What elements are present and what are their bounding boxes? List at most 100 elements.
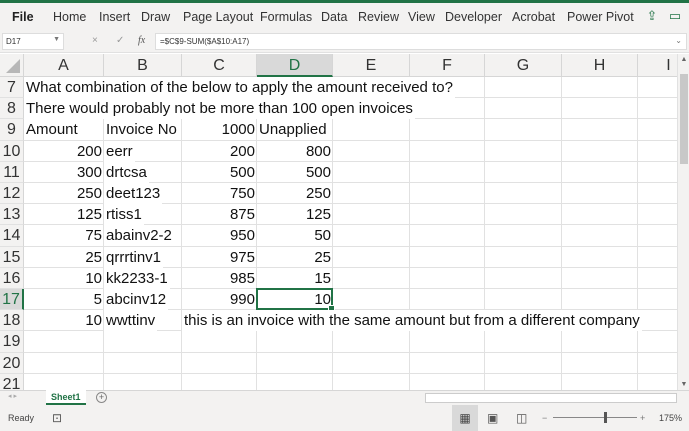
scroll-down-icon[interactable]: ▼: [680, 381, 688, 388]
cell-A11[interactable]: 300: [76, 163, 102, 181]
cell-B12[interactable]: deet123: [104, 183, 163, 204]
cell-B18[interactable]: wwttinv: [104, 310, 158, 332]
share-icon[interactable]: ⇪: [646, 8, 658, 23]
page-break-view-icon[interactable]: ◫: [516, 411, 528, 425]
column-header-F[interactable]: F: [410, 54, 485, 77]
row-header-12[interactable]: 12: [0, 183, 24, 205]
cell-A18[interactable]: 10: [85, 312, 102, 330]
cell-D9[interactable]: Unapplied: [257, 119, 329, 141]
cell-A8[interactable]: There would probably not be more than 10…: [24, 98, 415, 120]
cell-D15[interactable]: 25: [314, 248, 331, 266]
cell-C12[interactable]: 750: [229, 185, 255, 202]
cell-D11[interactable]: 500: [305, 163, 331, 181]
cell-A9[interactable]: Amount: [24, 119, 80, 141]
ribbon-tab-formulas[interactable]: Formulas: [260, 10, 313, 24]
ribbon-tab-page-layout[interactable]: Page Layout: [183, 10, 254, 24]
page-layout-view-icon[interactable]: ▣: [487, 411, 499, 425]
cell-D13[interactable]: 125: [305, 206, 331, 224]
horizontal-scrollbar[interactable]: [425, 393, 677, 403]
chevron-down-icon[interactable]: ▼: [53, 36, 60, 43]
cell-B11[interactable]: drtcsa: [104, 161, 149, 183]
vertical-scroll-thumb[interactable]: [680, 74, 688, 164]
cell-D12[interactable]: 250: [305, 185, 331, 202]
ribbon-tab-developer[interactable]: Developer: [445, 10, 502, 24]
formula-input[interactable]: =$C$9-SUM($A$10:A17) ⌄: [155, 33, 687, 50]
row-header-20[interactable]: 20: [0, 352, 24, 374]
cell-B13[interactable]: rtiss1: [104, 204, 144, 226]
ribbon-tab-acrobat[interactable]: Acrobat: [512, 10, 556, 24]
cell-C14[interactable]: 950: [229, 227, 255, 245]
cell-C18[interactable]: this is an invoice with the same amount …: [182, 310, 642, 332]
row-header-18[interactable]: 18: [0, 310, 24, 332]
cell-A12[interactable]: 250: [76, 185, 102, 202]
cell-A7[interactable]: What combination of the below to apply t…: [24, 77, 455, 98]
zoom-slider[interactable]: [553, 417, 637, 418]
cell-A15[interactable]: 25: [85, 248, 102, 266]
cell-B17[interactable]: abcinv12: [104, 289, 169, 310]
cell-B16[interactable]: kk2233-1: [104, 267, 170, 289]
column-header-I[interactable]: I: [638, 54, 677, 77]
cell-C17[interactable]: 990: [229, 291, 255, 308]
sheet-tab-sheet1[interactable]: Sheet1: [46, 390, 86, 405]
ribbon-tab-review[interactable]: Review: [358, 10, 399, 24]
row-header-17[interactable]: 17: [0, 289, 24, 311]
row-header-13[interactable]: 13: [0, 204, 24, 226]
zoom-in-button[interactable]: +: [640, 413, 646, 423]
cell-B10[interactable]: eerr: [104, 140, 135, 162]
normal-view-icon[interactable]: ▦: [452, 405, 478, 431]
cell-B9[interactable]: Invoice No: [104, 119, 179, 141]
row-header-19[interactable]: 19: [0, 331, 24, 353]
add-sheet-icon[interactable]: +: [96, 392, 107, 403]
row-header-16[interactable]: 16: [0, 267, 24, 289]
row-header-7[interactable]: 7: [0, 77, 24, 99]
cell-A13[interactable]: 125: [76, 206, 102, 224]
cell-D10[interactable]: 800: [305, 142, 331, 160]
cell-C11[interactable]: 500: [229, 163, 255, 181]
row-header-11[interactable]: 11: [0, 161, 24, 183]
column-header-D[interactable]: D: [257, 54, 333, 77]
cell-C13[interactable]: 875: [229, 206, 255, 224]
cancel-icon[interactable]: ×: [92, 35, 98, 46]
cell-C9[interactable]: 1000: [221, 121, 255, 139]
cell-C16[interactable]: 985: [229, 269, 255, 287]
cell-B14[interactable]: abainv2-2: [104, 225, 174, 247]
ribbon-tab-data[interactable]: Data: [321, 10, 348, 24]
sheet-nav-arrows-icon[interactable]: ◂ ▸: [8, 393, 17, 400]
cell-A16[interactable]: 10: [85, 269, 102, 287]
cell-A17[interactable]: 5: [93, 291, 102, 308]
name-box[interactable]: D17 ▼: [2, 33, 64, 50]
row-header-9[interactable]: 9: [0, 119, 24, 141]
cell-A14[interactable]: 75: [85, 227, 102, 245]
row-header-10[interactable]: 10: [0, 140, 24, 162]
column-header-H[interactable]: H: [562, 54, 638, 77]
ribbon-tab-power-pivot[interactable]: Power Pivot: [567, 10, 634, 24]
cell-C10[interactable]: 200: [229, 142, 255, 160]
column-header-E[interactable]: E: [333, 54, 410, 77]
vertical-scrollbar[interactable]: ▲ ▼: [677, 54, 689, 390]
zoom-level[interactable]: 175%: [659, 413, 683, 423]
zoom-slider-thumb[interactable]: [604, 412, 607, 423]
macro-record-icon[interactable]: ⊡: [52, 411, 63, 425]
comment-icon[interactable]: ▭: [668, 8, 682, 23]
column-header-G[interactable]: G: [485, 54, 562, 77]
cell-A10[interactable]: 200: [76, 142, 102, 160]
scroll-up-icon[interactable]: ▲: [680, 56, 688, 63]
cell-B15[interactable]: qrrrtinv1: [104, 246, 164, 268]
column-header-B[interactable]: B: [104, 54, 182, 77]
column-header-A[interactable]: A: [24, 54, 104, 77]
spreadsheet-grid[interactable]: A B C D E F G H I 7 What combination of the below …: [0, 54, 677, 390]
ribbon-tab-insert[interactable]: Insert: [99, 10, 131, 24]
cell-C15[interactable]: 975: [229, 248, 255, 266]
zoom-out-button[interactable]: −: [542, 413, 548, 423]
column-header-C[interactable]: C: [182, 54, 257, 77]
row-header-14[interactable]: 14: [0, 225, 24, 247]
row-header-21[interactable]: 21: [0, 373, 24, 390]
cell-D14[interactable]: 50: [314, 227, 331, 245]
ribbon-tab-draw[interactable]: Draw: [141, 10, 171, 24]
enter-icon[interactable]: ✓: [116, 35, 125, 46]
row-header-15[interactable]: 15: [0, 246, 24, 268]
select-all-button[interactable]: [0, 54, 24, 77]
ribbon-tab-home[interactable]: Home: [53, 10, 87, 24]
insert-function-icon[interactable]: fx: [138, 35, 146, 46]
ribbon-tab-file[interactable]: File: [12, 10, 34, 24]
